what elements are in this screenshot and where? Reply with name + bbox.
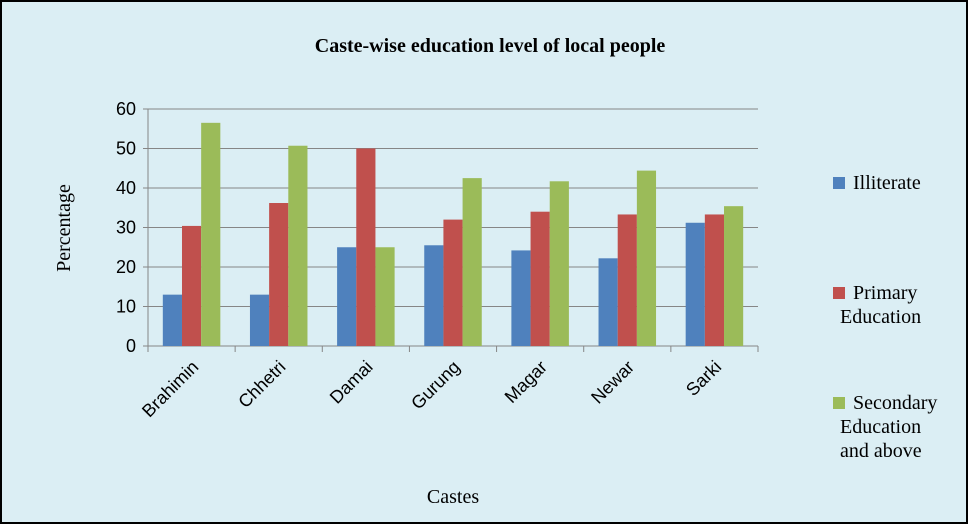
bar	[337, 247, 357, 346]
bar	[269, 203, 289, 346]
bar	[549, 181, 569, 346]
y-tick-label: 30	[116, 218, 136, 238]
bar	[162, 294, 182, 346]
bar	[181, 225, 202, 346]
bar	[724, 206, 744, 346]
y-tick-label: 0	[126, 336, 136, 356]
bar	[375, 247, 395, 346]
bar	[685, 222, 705, 346]
bar	[443, 219, 463, 346]
bar	[462, 178, 482, 346]
bar	[511, 250, 531, 346]
bar	[288, 145, 308, 346]
x-axis-label: Castes	[427, 486, 479, 508]
bar	[617, 214, 637, 346]
y-tick-label: 20	[116, 257, 136, 277]
y-tick-label: 10	[116, 297, 136, 317]
legend-label: Illiterate	[853, 172, 921, 194]
bar	[704, 214, 725, 346]
bar	[249, 294, 270, 346]
y-tick-label: 40	[116, 178, 136, 198]
bar	[636, 170, 657, 346]
legend-swatch	[833, 287, 845, 299]
legend-label: Secondary Education and above	[840, 392, 937, 462]
y-axis-label: Percentage	[53, 184, 75, 272]
bar	[424, 245, 444, 346]
bar	[598, 258, 618, 346]
legend-label: Primary Education	[840, 282, 921, 328]
legend-swatch	[833, 397, 845, 409]
y-tick-label: 60	[116, 99, 136, 119]
chart-title: Caste-wise education level of local peop…	[315, 35, 666, 57]
bar	[530, 211, 550, 346]
bar	[201, 122, 221, 346]
legend-swatch	[833, 177, 845, 189]
bar	[356, 148, 376, 346]
y-tick-label: 50	[116, 139, 136, 159]
